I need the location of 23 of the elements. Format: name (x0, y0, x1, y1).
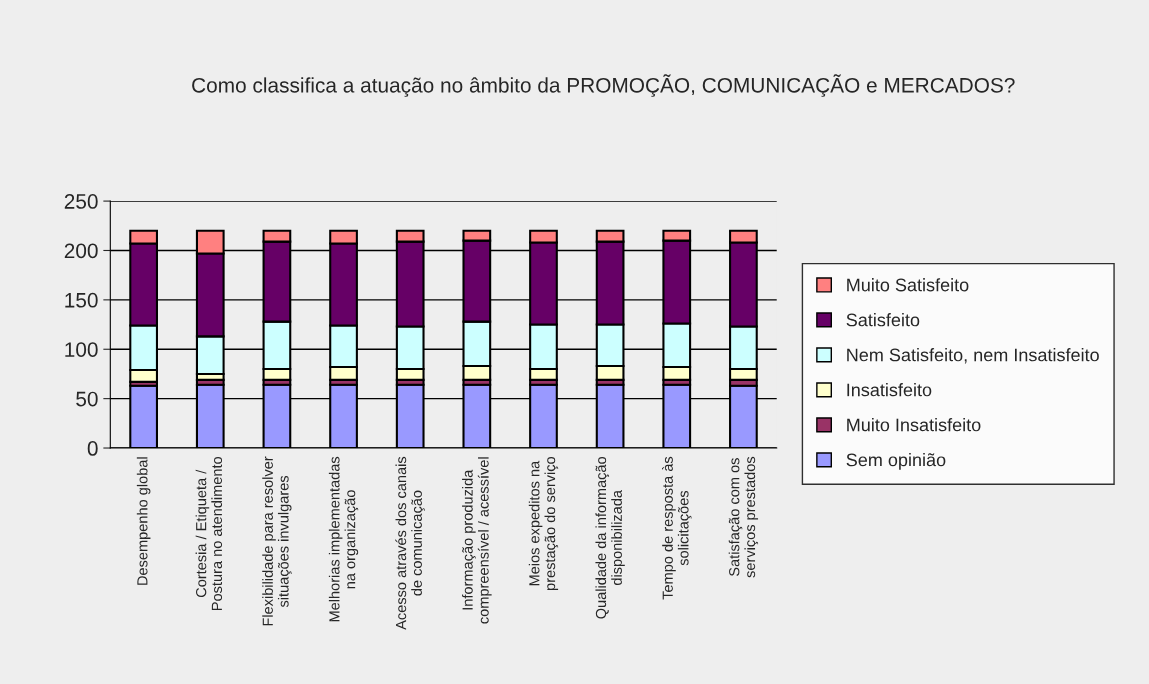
x-tick-label: Desempenho global (136, 457, 151, 585)
y-tick-label: 100 (65, 342, 98, 357)
chart-title: Como classifica a atuação no âmbito da PROMOÇÃO, COMUNICAÇÃO e MERCADOS? (192, 74, 1015, 97)
y-tick-label: 0 (87, 441, 98, 456)
x-tick-label: Qualidade da informação disponibilizada (595, 456, 625, 619)
legend-label: Muito Insatisfeito (847, 418, 981, 432)
x-tick-label: Acesso através dos canais de comunicação (395, 456, 425, 630)
y-tick-label: 150 (65, 292, 98, 308)
legend-label: Satisfeito (846, 313, 920, 327)
y-tick-label: 250 (64, 194, 98, 209)
x-tick-label: Flexibilidade para resolver situações invulgares (262, 456, 292, 626)
x-tick-label: Melhorias implementadas na organização (328, 456, 359, 622)
x-tick-label: Tempo de resposta às solicitações (661, 456, 692, 600)
x-tick-label: Satisfação com os serviços prestados (728, 456, 759, 578)
legend-label: Sem opinião (846, 453, 946, 470)
x-tick-label: Cortesia / Etiqueta / Postura no atendimento (195, 456, 223, 610)
legend-label: Nem Satisfeito, nem Insatisfeito (847, 348, 1099, 364)
legend-label: Muito Satisfeito (847, 278, 969, 292)
legend-label: Insatisfeito (847, 383, 932, 397)
x-tick-label: Meios expeditos na prestação do serviço (528, 456, 559, 590)
y-tick-label: 200 (64, 243, 98, 259)
y-tick-label: 50 (76, 391, 98, 407)
x-tick-label: Informação produzida compreensível / acessível (462, 457, 492, 624)
